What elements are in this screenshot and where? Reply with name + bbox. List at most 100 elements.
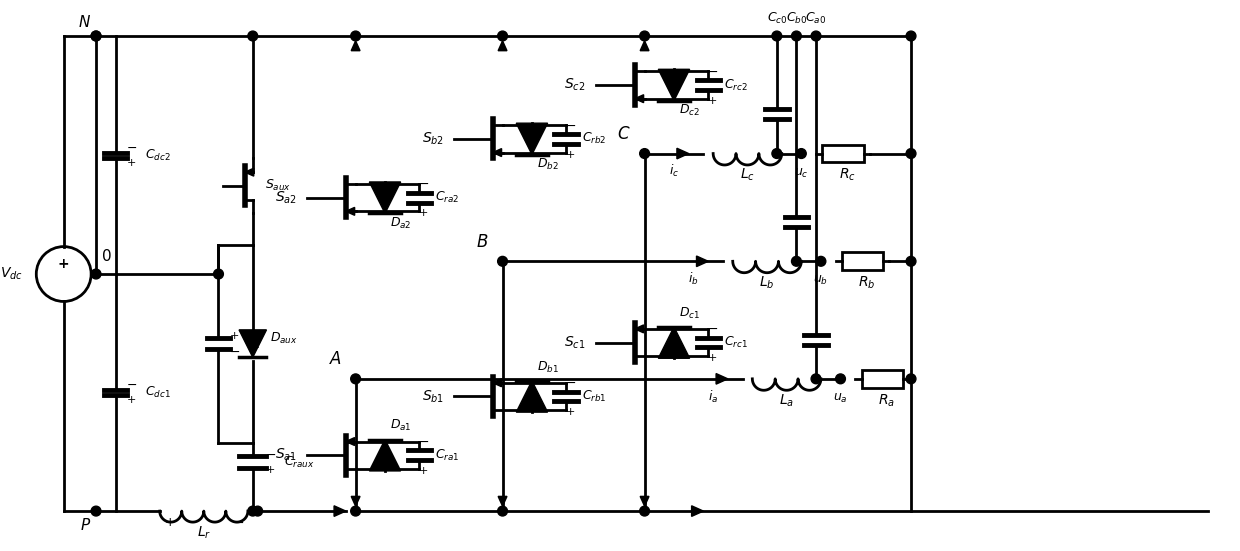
Text: $-$: $-$ bbox=[228, 345, 239, 358]
Text: $R_a$: $R_a$ bbox=[878, 392, 895, 409]
Circle shape bbox=[791, 31, 801, 41]
Circle shape bbox=[253, 506, 263, 516]
Polygon shape bbox=[246, 168, 254, 176]
Text: $-$: $-$ bbox=[265, 448, 277, 461]
Polygon shape bbox=[239, 330, 267, 357]
Polygon shape bbox=[516, 123, 548, 154]
Text: +: + bbox=[265, 465, 275, 475]
Circle shape bbox=[497, 506, 507, 516]
Text: $C_{a0}$: $C_{a0}$ bbox=[806, 11, 827, 26]
Text: $0$: $0$ bbox=[100, 249, 112, 264]
Circle shape bbox=[906, 374, 916, 383]
Text: $R_c$: $R_c$ bbox=[839, 167, 856, 183]
Text: +: + bbox=[708, 96, 717, 106]
Polygon shape bbox=[697, 256, 708, 267]
Text: $S_{b1}$: $S_{b1}$ bbox=[422, 388, 444, 404]
Polygon shape bbox=[492, 149, 501, 156]
Text: $C_{dc2}$: $C_{dc2}$ bbox=[145, 148, 171, 163]
Polygon shape bbox=[635, 325, 644, 333]
Polygon shape bbox=[692, 506, 703, 516]
Polygon shape bbox=[658, 327, 689, 358]
Circle shape bbox=[906, 31, 916, 41]
Circle shape bbox=[351, 506, 361, 516]
Text: +: + bbox=[58, 257, 69, 271]
Circle shape bbox=[773, 31, 781, 41]
Text: $i_c$: $i_c$ bbox=[668, 163, 680, 179]
Text: $i_a$: $i_a$ bbox=[708, 388, 718, 404]
Text: +: + bbox=[229, 331, 239, 341]
Text: $L_b$: $L_b$ bbox=[759, 274, 775, 291]
Circle shape bbox=[640, 31, 650, 41]
Bar bbox=[822, 145, 863, 163]
Polygon shape bbox=[640, 496, 649, 506]
Text: $u_a$: $u_a$ bbox=[833, 392, 848, 405]
Text: +: + bbox=[565, 149, 575, 160]
Text: $N$: $N$ bbox=[78, 14, 91, 30]
Circle shape bbox=[811, 374, 821, 383]
Text: $C_{ra2}$: $C_{ra2}$ bbox=[435, 190, 459, 205]
Text: $L_r$: $L_r$ bbox=[197, 525, 211, 541]
Text: $S_{c2}$: $S_{c2}$ bbox=[564, 77, 585, 93]
Polygon shape bbox=[640, 41, 649, 51]
Text: $-$: $-$ bbox=[564, 376, 575, 389]
Text: $D_{a2}$: $D_{a2}$ bbox=[389, 215, 412, 231]
Text: +: + bbox=[164, 516, 175, 530]
Polygon shape bbox=[715, 374, 728, 384]
Circle shape bbox=[906, 256, 916, 266]
Polygon shape bbox=[346, 207, 355, 215]
Polygon shape bbox=[370, 440, 401, 471]
Circle shape bbox=[773, 149, 781, 159]
Circle shape bbox=[906, 149, 916, 159]
Text: $-$: $-$ bbox=[418, 177, 429, 191]
Polygon shape bbox=[635, 95, 644, 102]
Polygon shape bbox=[498, 41, 507, 51]
Polygon shape bbox=[498, 496, 507, 506]
Circle shape bbox=[811, 31, 821, 41]
Text: $D_{a1}$: $D_{a1}$ bbox=[389, 418, 412, 434]
Circle shape bbox=[497, 31, 507, 41]
Text: +: + bbox=[565, 407, 575, 417]
Text: $u_b$: $u_b$ bbox=[813, 274, 828, 288]
Text: +: + bbox=[126, 158, 136, 169]
Text: +: + bbox=[419, 208, 428, 218]
Circle shape bbox=[640, 506, 650, 516]
Polygon shape bbox=[492, 379, 501, 387]
Text: $R_b$: $R_b$ bbox=[858, 274, 875, 291]
Text: +: + bbox=[708, 353, 717, 363]
Text: $C_{rb2}$: $C_{rb2}$ bbox=[582, 131, 606, 147]
Polygon shape bbox=[334, 506, 346, 516]
Text: $D_{b1}$: $D_{b1}$ bbox=[537, 360, 559, 375]
Text: $C$: $C$ bbox=[618, 125, 631, 143]
Text: $S_{a1}$: $S_{a1}$ bbox=[275, 447, 296, 463]
Text: $D_{c1}$: $D_{c1}$ bbox=[678, 306, 701, 321]
Circle shape bbox=[816, 256, 826, 266]
Text: $S_{a2}$: $S_{a2}$ bbox=[275, 190, 296, 206]
Circle shape bbox=[791, 256, 801, 266]
Text: $C_{dc1}$: $C_{dc1}$ bbox=[145, 385, 171, 400]
Text: $L_a$: $L_a$ bbox=[779, 392, 794, 409]
Text: $-$: $-$ bbox=[125, 141, 136, 154]
Text: $-$: $-$ bbox=[233, 516, 243, 530]
Text: $-$: $-$ bbox=[564, 118, 575, 132]
Circle shape bbox=[351, 31, 361, 41]
Polygon shape bbox=[351, 496, 360, 506]
Text: $u_c$: $u_c$ bbox=[794, 166, 808, 180]
Text: $i_b$: $i_b$ bbox=[688, 271, 699, 287]
Text: $P$: $P$ bbox=[79, 517, 91, 533]
Circle shape bbox=[248, 31, 258, 41]
Text: $C_{c0}$: $C_{c0}$ bbox=[766, 11, 787, 26]
Text: $C_{b0}$: $C_{b0}$ bbox=[786, 11, 807, 26]
Text: +: + bbox=[126, 396, 136, 406]
Circle shape bbox=[497, 256, 507, 266]
Circle shape bbox=[796, 149, 806, 159]
Text: $A$: $A$ bbox=[329, 350, 342, 368]
Text: $D_{c2}$: $D_{c2}$ bbox=[678, 103, 699, 118]
Polygon shape bbox=[658, 69, 689, 101]
Bar bbox=[842, 252, 883, 270]
Text: $S_{aux}$: $S_{aux}$ bbox=[264, 179, 290, 193]
Circle shape bbox=[248, 506, 258, 516]
Text: $D_{aux}$: $D_{aux}$ bbox=[270, 331, 298, 346]
Text: $V_{dc}$: $V_{dc}$ bbox=[0, 266, 22, 282]
Text: $-$: $-$ bbox=[418, 435, 429, 448]
Bar bbox=[862, 370, 903, 388]
